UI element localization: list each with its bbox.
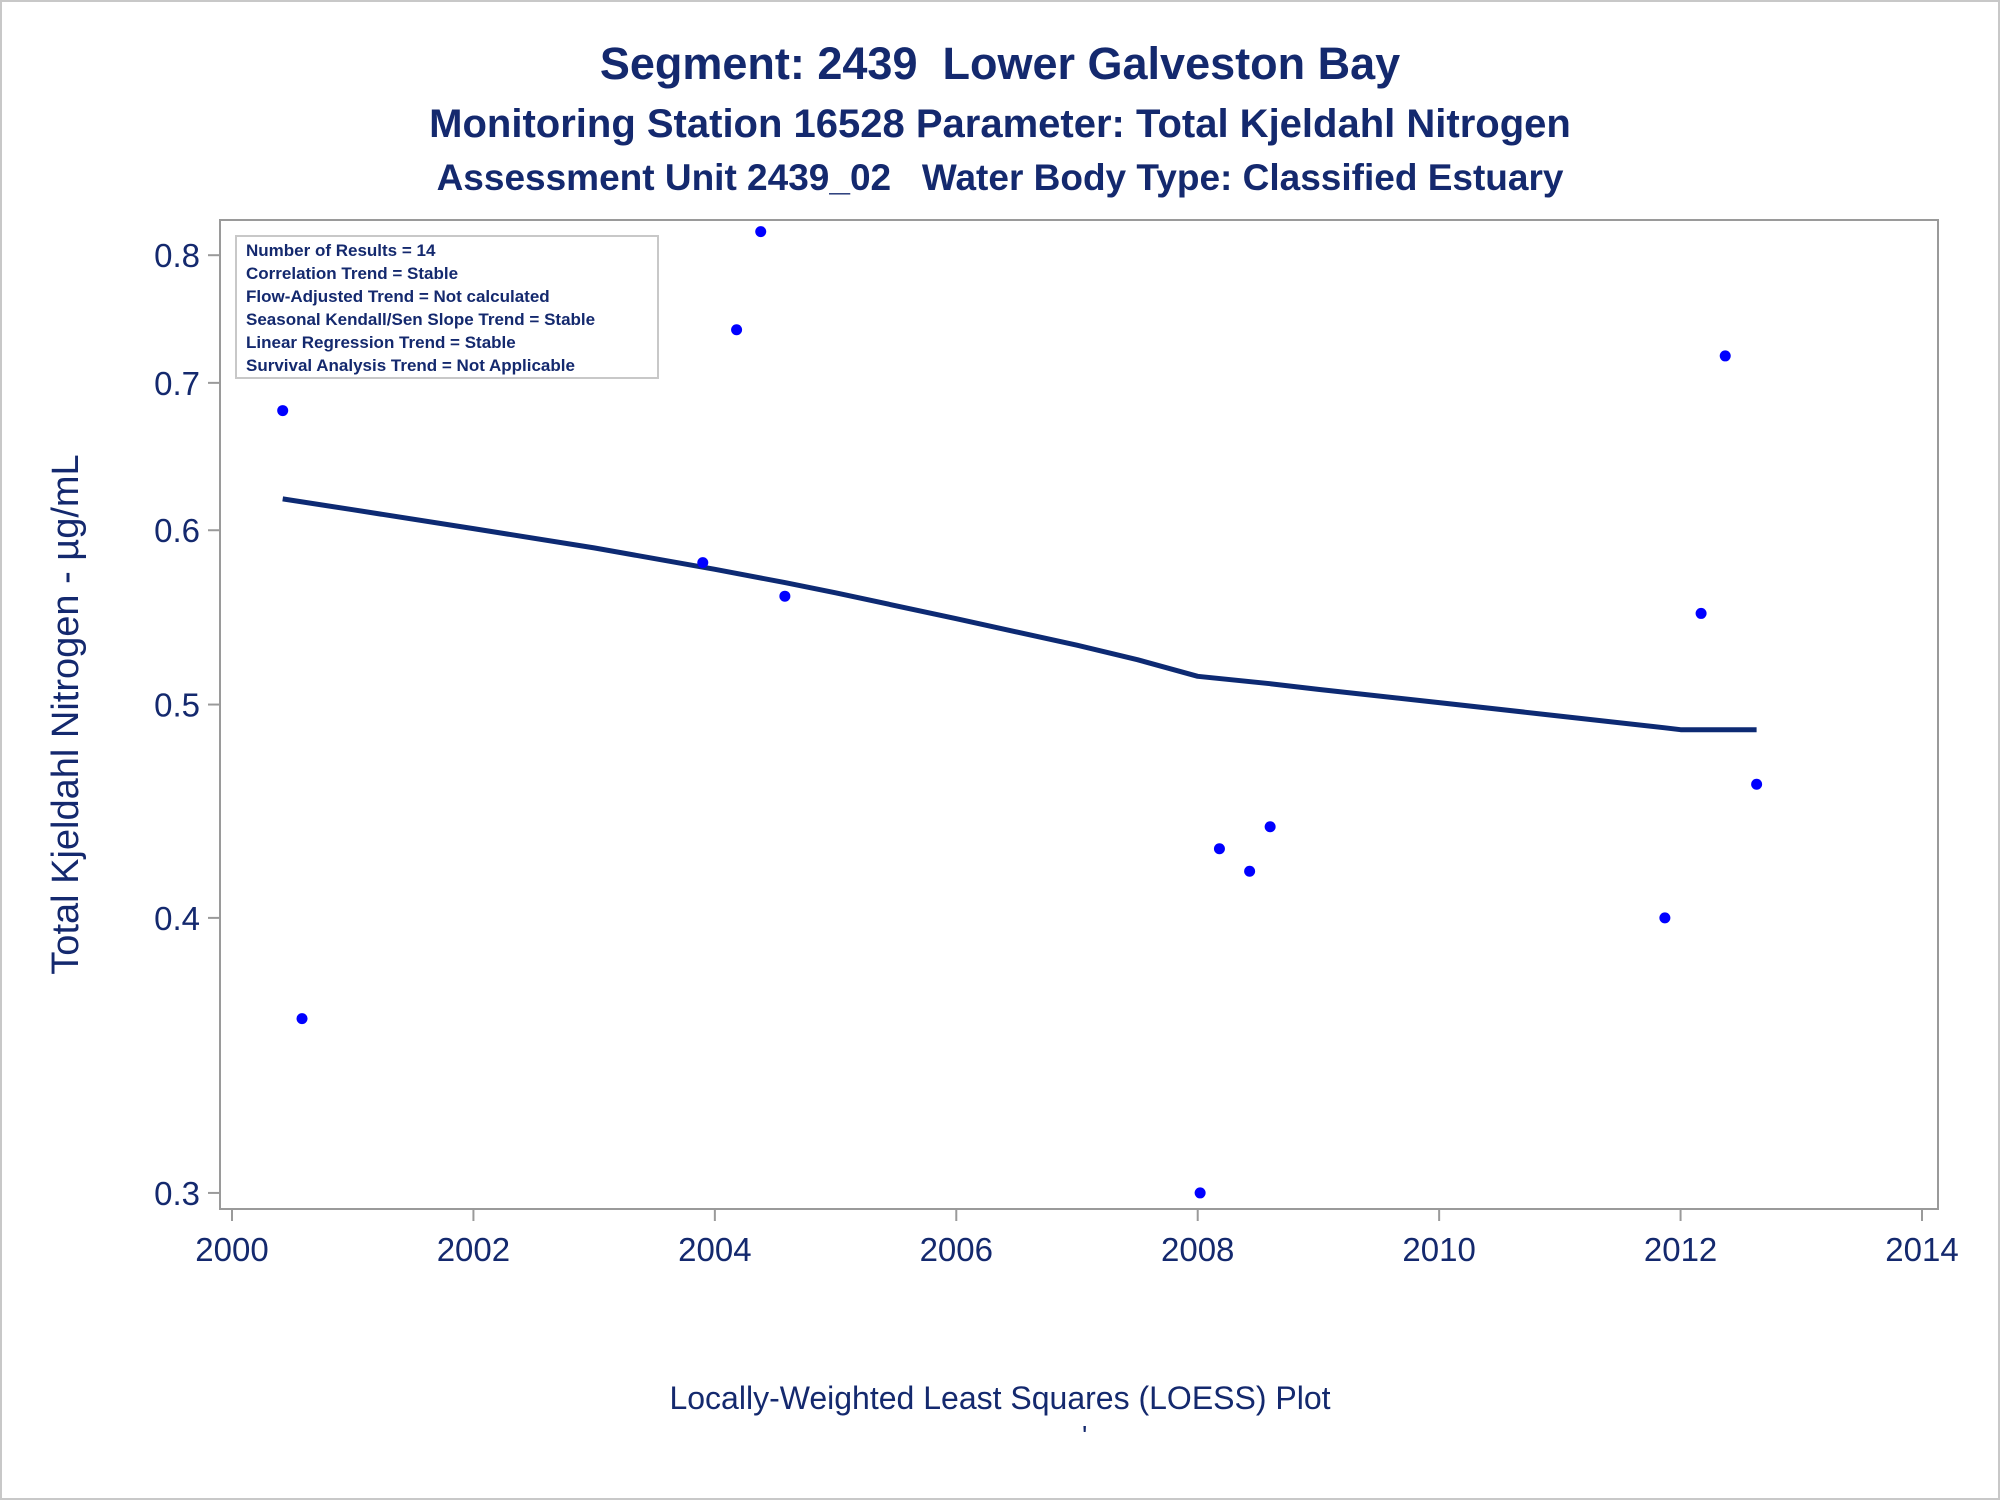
- y-tick-label: 0.7: [154, 365, 200, 402]
- chart-subtitle: Monitoring Station 16528 Parameter: Tota…: [429, 102, 1571, 146]
- data-point: [1695, 607, 1707, 619]
- stats-line: Linear Regression Trend = Stable: [246, 333, 516, 352]
- data-point: [1751, 778, 1763, 790]
- y-tick-label: 0.4: [154, 900, 200, 937]
- y-axis-label: Total Kjeldahl Nitrogen - µg/mL: [45, 454, 87, 974]
- y-tick-label: 0.5: [154, 687, 200, 724]
- x-tick-label: 2014: [1885, 1231, 1958, 1268]
- data-point: [296, 1013, 308, 1025]
- x-tick-label: 2010: [1402, 1231, 1475, 1268]
- footnote-mark: ': [1082, 1420, 1088, 1451]
- stats-line: Number of Results = 14: [246, 241, 436, 260]
- stats-line: Correlation Trend = Stable: [246, 264, 458, 283]
- data-point: [1264, 821, 1276, 833]
- x-tick-label: 2004: [678, 1231, 751, 1268]
- y-tick-label: 0.3: [154, 1175, 200, 1212]
- stats-line: Survival Analysis Trend = Not Applicable: [246, 356, 575, 375]
- x-tick-label: 2008: [1161, 1231, 1234, 1268]
- data-point: [1659, 912, 1671, 924]
- data-point: [1194, 1187, 1206, 1199]
- x-tick-label: 2000: [195, 1231, 268, 1268]
- loess-line: [282, 496, 1757, 733]
- x-tick-label: 2006: [920, 1231, 993, 1268]
- data-point: [779, 590, 791, 602]
- chart-subtitle-2: Assessment Unit 2439_02 Water Body Type:…: [436, 157, 1564, 198]
- data-point: [277, 405, 289, 417]
- chart-footnote: Locally-Weighted Least Squares (LOESS) P…: [669, 1380, 1331, 1416]
- plot-area: [219, 219, 1939, 1210]
- stats-box: [235, 235, 659, 379]
- x-tick-label: 2002: [437, 1231, 510, 1268]
- stats-line: Flow-Adjusted Trend = Not calculated: [246, 287, 550, 306]
- chart-title: Segment: 2439 Lower Galveston Bay: [599, 38, 1401, 89]
- y-tick-label: 0.8: [154, 237, 200, 274]
- data-point: [1213, 843, 1225, 855]
- y-tick-label: 0.6: [154, 512, 200, 549]
- data-point: [697, 557, 709, 569]
- data-point: [1244, 865, 1256, 877]
- x-tick-label: 2012: [1644, 1231, 1717, 1268]
- data-point: [755, 226, 767, 238]
- data-point: [731, 324, 743, 336]
- stats-line: Seasonal Kendall/Sen Slope Trend = Stabl…: [246, 310, 595, 329]
- data-point: [1719, 350, 1731, 362]
